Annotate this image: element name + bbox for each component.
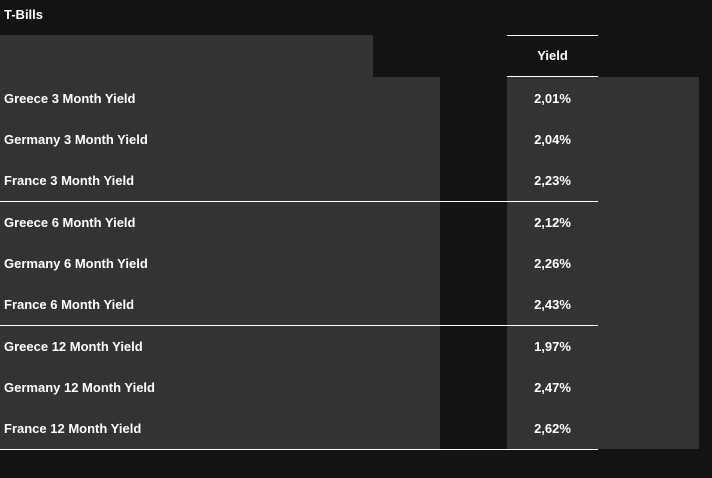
group-divider <box>0 325 598 326</box>
table-row: Greece 3 Month Yield 2,01% <box>0 78 598 119</box>
table-row: France 12 Month Yield 2,62% <box>0 408 598 449</box>
row-yield-value: 2,26% <box>534 256 571 271</box>
table-body-names-panel <box>0 77 440 449</box>
row-yield-value: 2,43% <box>534 297 571 312</box>
row-yield-value: 2,23% <box>534 173 571 188</box>
row-label: France 3 Month Yield <box>4 173 135 188</box>
row-label: Germany 3 Month Yield <box>4 132 148 147</box>
row-yield-value: 2,01% <box>534 91 571 106</box>
row-label: France 6 Month Yield <box>4 297 135 312</box>
table-row: Germany 6 Month Yield 2,26% <box>0 243 598 284</box>
row-label: Greece 3 Month Yield <box>4 91 136 106</box>
row-label: Germany 6 Month Yield <box>4 256 148 271</box>
table-row: Germany 12 Month Yield 2,47% <box>0 367 598 408</box>
table-body-values-panel <box>507 77 699 449</box>
column-header-yield: Yield <box>507 35 598 77</box>
row-label: Greece 12 Month Yield <box>4 339 143 354</box>
row-yield-value: 2,12% <box>534 215 571 230</box>
table-row: France 3 Month Yield 2,23% <box>0 160 598 201</box>
row-label: Greece 6 Month Yield <box>4 215 136 230</box>
row-label: France 12 Month Yield <box>4 421 142 436</box>
row-yield-value: 2,62% <box>534 421 571 436</box>
widget-title: T-Bills <box>4 7 44 22</box>
table-row: France 6 Month Yield 2,43% <box>0 284 598 325</box>
row-yield-value: 2,04% <box>534 132 571 147</box>
table-row: Greece 6 Month Yield 2,12% <box>0 202 598 243</box>
table-row: Greece 12 Month Yield 1,97% <box>0 326 598 367</box>
group-divider <box>0 201 598 202</box>
row-label: Germany 12 Month Yield <box>4 380 155 395</box>
row-yield-value: 1,97% <box>534 339 571 354</box>
table-bottom-border <box>0 449 598 450</box>
table-header-name-cell <box>0 35 373 77</box>
row-yield-value: 2,47% <box>534 380 571 395</box>
table-row: Germany 3 Month Yield 2,04% <box>0 119 598 160</box>
